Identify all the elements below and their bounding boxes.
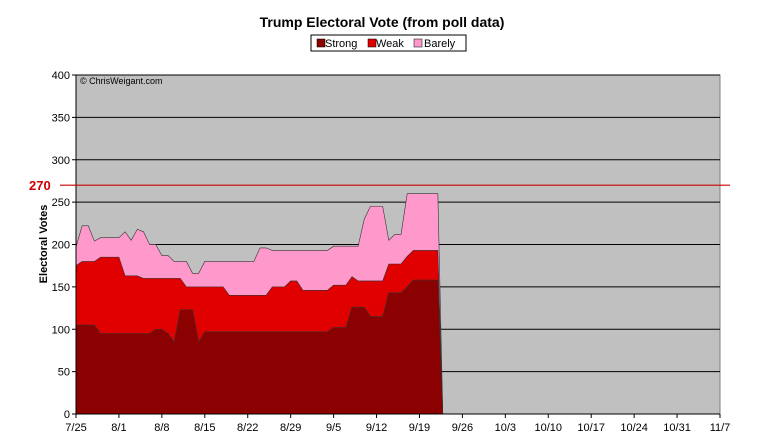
y-tick-label: 100 (52, 324, 70, 336)
x-tick-label: 9/12 (366, 422, 387, 434)
legend-label-barely: Barely (424, 38, 456, 50)
y-tick-label: 350 (52, 112, 70, 124)
series-areas (75, 193, 444, 415)
legend-box (310, 34, 467, 52)
x-tick-labels: 7/25 8/1 8/8 8/15 8/22 8/29 9/5 9/12 9/19 9/26 10/… (65, 422, 730, 434)
copyright-note: © ChrisWeigant.com (80, 76, 163, 86)
x-tick-label: 10/17 (577, 422, 605, 434)
legend-swatch-weak (367, 38, 377, 48)
chart-title: Trump Electoral Vote (from poll data) (260, 14, 505, 30)
y-tick-label: 400 (52, 70, 70, 82)
x-tick-label: 10/10 (535, 422, 563, 434)
y-tick-label: 250 (52, 197, 70, 209)
series-area-strong (75, 279, 444, 415)
x-tick-label: 9/26 (452, 422, 473, 434)
x-tick-label: 8/29 (280, 422, 301, 434)
x-tick-label: 8/1 (111, 422, 126, 434)
x-tick-label: 10/24 (620, 422, 648, 434)
y-tick-label: 300 (52, 155, 70, 167)
y-tick-label: 200 (52, 240, 70, 252)
x-tick-label: 9/5 (326, 422, 341, 434)
x-tick-label: 8/8 (154, 422, 169, 434)
y-tick-labels: 0 50 100 150 200 250 300 350 400 (52, 70, 70, 421)
y-axis-label: Electoral Votes (38, 205, 50, 284)
x-tick-label: 10/31 (663, 422, 691, 434)
x-tick-label: 11/7 (710, 422, 731, 434)
x-tick-label: 8/15 (194, 422, 215, 434)
x-tick-label: 9/19 (409, 422, 430, 434)
y-tick-label: 150 (52, 282, 70, 294)
x-tick-label: 10/3 (495, 422, 516, 434)
legend-swatch-strong (316, 38, 326, 48)
y-tick-label: 50 (58, 367, 70, 379)
legend-label-weak: Weak (376, 38, 404, 50)
legend: Strong Weak Barely (310, 34, 467, 52)
reference-line-label: 270 (29, 178, 51, 193)
legend-swatch-barely (413, 38, 423, 48)
y-tick-label: 0 (64, 409, 70, 421)
legend-label-strong: Strong (325, 38, 357, 50)
x-tick-label: 8/22 (237, 422, 258, 434)
axes (72, 74, 721, 418)
x-tick-label: 7/25 (65, 422, 86, 434)
